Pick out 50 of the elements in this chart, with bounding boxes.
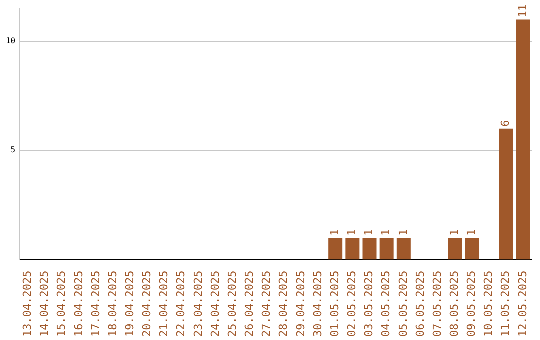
x-tick-label: 06.05.2025: [414, 270, 427, 338]
x-tick-label: 18.04.2025: [106, 270, 120, 338]
bar: [396, 238, 411, 260]
x-tick-label: 29.04.2025: [294, 270, 308, 338]
x-tick-label: 14.04.2025: [38, 270, 52, 338]
x-tick-label: 15.04.2025: [55, 270, 68, 338]
x-tick-label: 25.04.2025: [226, 270, 239, 338]
x-tick-label: 01.05.2025: [328, 270, 342, 338]
x-tick-label: 22.04.2025: [174, 270, 188, 338]
data-label: 1: [396, 229, 410, 236]
x-tick-label: 13.04.2025: [21, 270, 34, 338]
x-tick-label: 12.05.2025: [516, 270, 530, 338]
bar: [362, 238, 377, 260]
x-tick-label: 05.05.2025: [396, 270, 410, 338]
x-tick-label: 21.04.2025: [158, 270, 171, 338]
x-tick-label: 23.04.2025: [192, 270, 205, 338]
x-tick-label: 30.04.2025: [311, 270, 324, 338]
bar: [448, 238, 462, 260]
bar: [516, 20, 530, 260]
x-tick-label: 09.05.2025: [465, 270, 478, 338]
x-tick-label: 19.04.2025: [124, 270, 137, 338]
bar: [380, 238, 394, 260]
data-label: 1: [465, 229, 478, 236]
data-label: 1: [380, 229, 393, 236]
x-tick-label: 07.05.2025: [430, 270, 444, 338]
data-label: 11: [516, 4, 530, 18]
y-tick-label: 10: [6, 36, 16, 46]
data-label: 1: [448, 229, 462, 236]
bar: [328, 238, 343, 260]
x-tick-label: 04.05.2025: [380, 270, 393, 338]
x-tick-label: 20.04.2025: [140, 270, 154, 338]
x-tick-label: 02.05.2025: [346, 270, 359, 338]
x-tick-label: 17.04.2025: [89, 270, 102, 338]
x-tick-label: 10.05.2025: [482, 270, 496, 338]
x-tick-label: 08.05.2025: [448, 270, 462, 338]
bar: [465, 238, 480, 260]
data-label: 1: [328, 229, 342, 236]
x-tick-label: 24.04.2025: [208, 270, 222, 338]
x-tick-label: 03.05.2025: [362, 270, 376, 338]
x-tick-label: 16.04.2025: [72, 270, 86, 338]
bar: [499, 128, 514, 260]
x-tick-label: 26.04.2025: [243, 270, 256, 338]
data-label: 6: [499, 120, 512, 127]
data-label: 1: [362, 229, 376, 236]
x-tick-label: 28.04.2025: [277, 270, 290, 338]
x-tick-label: 27.04.2025: [260, 270, 274, 338]
data-label: 1: [346, 229, 359, 236]
y-tick-label: 5: [10, 146, 16, 155]
bar: [346, 238, 360, 260]
x-tick-label: 11.05.2025: [499, 270, 512, 338]
